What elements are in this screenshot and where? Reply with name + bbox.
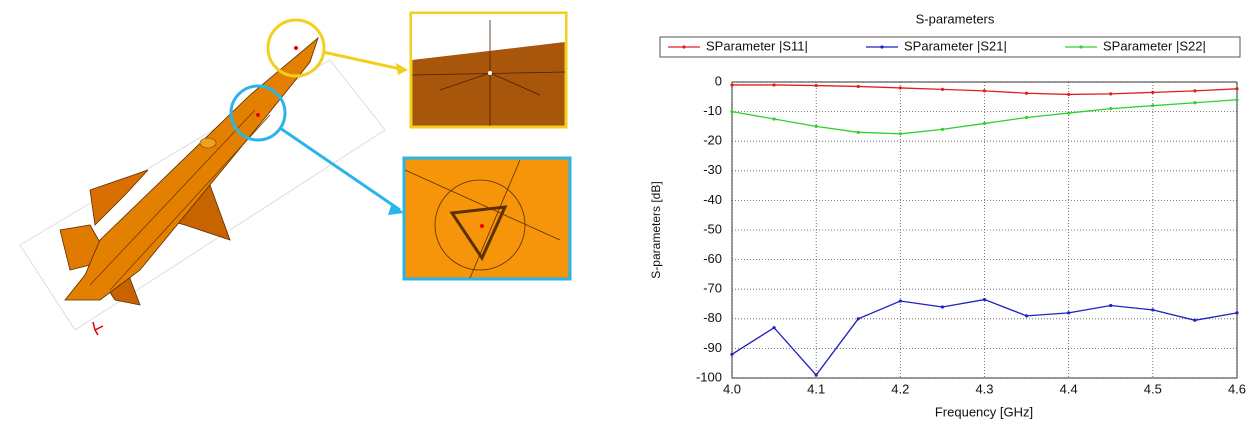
data-point: [1067, 311, 1070, 314]
legend-marker: [880, 45, 883, 48]
data-point: [941, 305, 944, 308]
x-tick-label: 4.4: [1060, 381, 1078, 396]
callout-arrow: [280, 128, 400, 210]
y-tick-label: -80: [703, 310, 722, 325]
data-point: [941, 128, 944, 131]
x-tick-label: 4.0: [723, 381, 741, 396]
x-tick-label: 4.5: [1144, 381, 1162, 396]
data-point: [1235, 311, 1238, 314]
y-tick-label: 0: [715, 73, 722, 88]
page: {"chart_data": { "type": "line", "title"…: [0, 0, 1250, 421]
fuselage: [65, 38, 318, 300]
data-point: [815, 125, 818, 128]
data-point: [1235, 98, 1238, 101]
x-axis-label: Frequency [GHz]: [935, 404, 1033, 419]
data-point: [857, 131, 860, 134]
axis-triad: [93, 322, 103, 335]
y-tick-label: -90: [703, 340, 722, 355]
data-point: [1025, 314, 1028, 317]
data-point: [1109, 107, 1112, 110]
data-point: [899, 299, 902, 302]
data-point: [1151, 91, 1154, 94]
y-tick-label: -20: [703, 133, 722, 148]
y-tick-label: -40: [703, 192, 722, 207]
y-tick-label: -30: [703, 162, 722, 177]
data-point: [1109, 304, 1112, 307]
probe-point: [256, 113, 260, 117]
data-point: [899, 86, 902, 89]
data-point: [857, 317, 860, 320]
x-tick-label: 4.1: [807, 381, 825, 396]
data-point: [730, 353, 733, 356]
x-tick-label: 4.3: [975, 381, 993, 396]
data-point: [1025, 116, 1028, 119]
legend-label: SParameter |S11|: [706, 38, 808, 53]
data-point: [1193, 89, 1196, 92]
legend-marker: [1079, 45, 1082, 48]
data-point: [1151, 308, 1154, 311]
y-tick-label: -70: [703, 281, 722, 296]
data-point: [983, 89, 986, 92]
data-point: [772, 83, 775, 86]
legend-label: SParameter |S22|: [1103, 38, 1206, 53]
data-point: [1025, 92, 1028, 95]
data-point: [941, 88, 944, 91]
data-point: [772, 117, 775, 120]
data-point: [857, 85, 860, 88]
inset-antenna: [404, 158, 570, 279]
callout-arrowhead: [396, 63, 408, 75]
data-point: [1193, 319, 1196, 322]
y-tick-label: -100: [696, 369, 722, 384]
data-point: [815, 373, 818, 376]
data-point: [772, 326, 775, 329]
data-point: [815, 84, 818, 87]
data-point: [1151, 104, 1154, 107]
y-axis-label: S-parameters [dB]: [649, 181, 663, 278]
y-tick-label: -50: [703, 221, 722, 236]
inset-point: [480, 224, 484, 228]
data-point: [730, 110, 733, 113]
data-point: [1193, 101, 1196, 104]
data-point: [899, 132, 902, 135]
data-point: [730, 83, 733, 86]
figure: S-parameters Frequency [GHz] S-parameter…: [0, 0, 1250, 421]
chart-title: S-parameters: [916, 11, 995, 26]
data-point: [983, 298, 986, 301]
probe-point: [294, 46, 298, 50]
data-point: [1109, 92, 1112, 95]
legend-marker: [682, 45, 685, 48]
y-tick-label: -10: [703, 103, 722, 118]
canopy: [200, 138, 216, 148]
x-tick-label: 4.2: [891, 381, 909, 396]
legend-label: SParameter |S21|: [904, 38, 1007, 53]
y-tick-label: -60: [703, 251, 722, 266]
inset-point: [488, 71, 492, 75]
aircraft-illustration: [20, 13, 570, 335]
data-point: [1235, 87, 1238, 90]
data-point: [1067, 111, 1070, 114]
data-point: [983, 122, 986, 125]
x-tick-label: 4.6: [1228, 381, 1246, 396]
data-point: [1067, 93, 1070, 96]
